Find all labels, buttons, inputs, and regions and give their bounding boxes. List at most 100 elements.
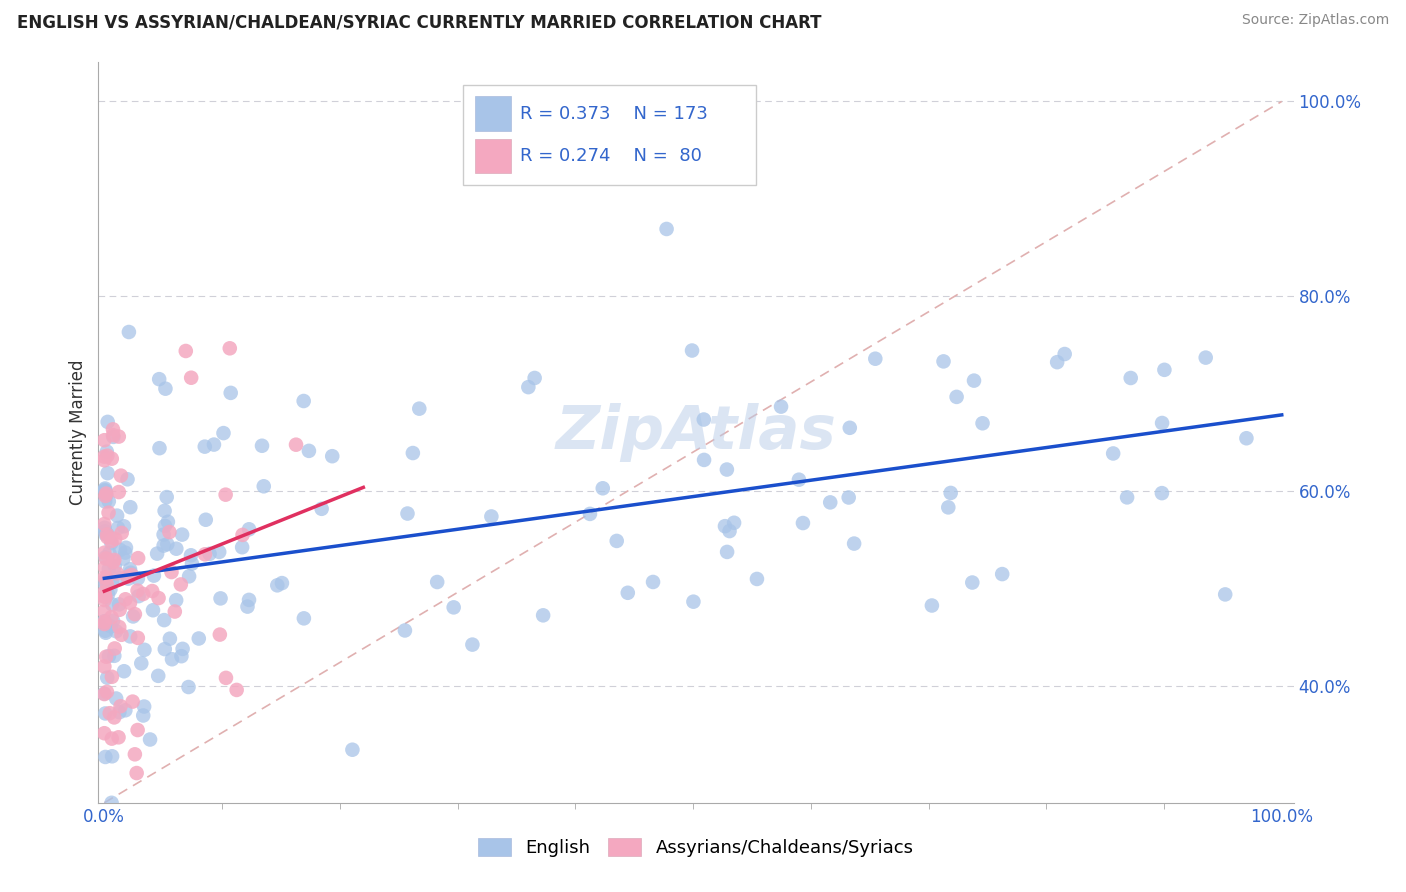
- Point: [792, 516, 814, 530]
- Point: [108, 705, 131, 719]
- Point: [187, 632, 209, 646]
- Point: [93, 659, 115, 673]
- Point: [108, 571, 131, 585]
- Point: [101, 731, 124, 746]
- Text: Source: ZipAtlas.com: Source: ZipAtlas.com: [1241, 13, 1389, 28]
- Point: [132, 708, 155, 723]
- Point: [152, 527, 174, 541]
- Point: [117, 472, 139, 486]
- Point: [93, 546, 115, 560]
- Point: [1116, 491, 1139, 505]
- Point: [127, 583, 149, 598]
- Point: [93, 570, 115, 584]
- Point: [838, 491, 860, 505]
- Point: [94, 616, 117, 631]
- Point: [218, 341, 240, 355]
- Point: [693, 453, 716, 467]
- Point: [396, 507, 419, 521]
- Point: [134, 642, 156, 657]
- Point: [180, 370, 202, 384]
- Point: [104, 532, 127, 546]
- Point: [1053, 347, 1076, 361]
- Point: [96, 530, 118, 544]
- Point: [111, 525, 134, 540]
- Point: [714, 519, 737, 533]
- Legend: English, Assyrians/Chaldeans/Syriacs: English, Assyrians/Chaldeans/Syriacs: [471, 830, 921, 864]
- Point: [991, 567, 1014, 582]
- Point: [531, 608, 554, 623]
- Point: [100, 619, 122, 633]
- Point: [579, 507, 602, 521]
- Point: [108, 543, 131, 558]
- Point: [94, 489, 117, 503]
- Point: [209, 591, 232, 606]
- Point: [100, 796, 122, 810]
- Point: [238, 593, 260, 607]
- FancyBboxPatch shape: [475, 138, 510, 173]
- Point: [94, 482, 117, 496]
- Point: [945, 390, 967, 404]
- Point: [94, 551, 117, 566]
- Point: [128, 589, 150, 603]
- Point: [236, 599, 259, 614]
- Point: [156, 537, 179, 551]
- Point: [93, 516, 115, 531]
- Point: [170, 577, 193, 591]
- Point: [132, 587, 155, 601]
- Point: [181, 557, 204, 571]
- Point: [153, 504, 176, 518]
- Point: [232, 528, 254, 542]
- Point: [266, 578, 288, 592]
- Point: [110, 699, 132, 714]
- Point: [118, 596, 141, 610]
- Point: [461, 638, 484, 652]
- Point: [93, 521, 115, 535]
- Point: [285, 438, 308, 452]
- Point: [94, 624, 117, 638]
- Point: [107, 521, 129, 535]
- Point: [402, 446, 425, 460]
- Point: [681, 343, 703, 358]
- Point: [124, 747, 146, 762]
- Point: [198, 547, 221, 561]
- Point: [112, 664, 135, 678]
- Point: [98, 546, 121, 560]
- Point: [682, 595, 704, 609]
- Point: [103, 648, 125, 663]
- Point: [117, 570, 139, 584]
- Point: [120, 500, 142, 515]
- Point: [148, 591, 170, 605]
- Point: [94, 524, 117, 539]
- Point: [865, 351, 887, 366]
- Point: [93, 590, 115, 604]
- Point: [641, 574, 664, 589]
- Point: [94, 578, 117, 592]
- Point: [127, 723, 149, 737]
- Point: [108, 598, 131, 612]
- Point: [125, 766, 148, 780]
- Point: [215, 671, 238, 685]
- Point: [96, 449, 118, 463]
- Point: [716, 545, 738, 559]
- Point: [787, 473, 810, 487]
- Point: [194, 440, 217, 454]
- Point: [103, 555, 125, 569]
- Point: [94, 527, 117, 541]
- Point: [311, 501, 333, 516]
- Point: [108, 620, 131, 634]
- Point: [96, 444, 118, 458]
- Point: [100, 533, 122, 548]
- Point: [93, 453, 115, 467]
- Point: [271, 576, 294, 591]
- Point: [100, 575, 122, 590]
- Point: [103, 553, 125, 567]
- Point: [110, 628, 132, 642]
- Point: [93, 726, 115, 740]
- Point: [963, 374, 986, 388]
- Point: [962, 575, 984, 590]
- Point: [110, 468, 132, 483]
- Point: [97, 415, 120, 429]
- Point: [1213, 587, 1236, 601]
- Text: R = 0.274    N =  80: R = 0.274 N = 80: [520, 146, 702, 165]
- Point: [716, 462, 738, 476]
